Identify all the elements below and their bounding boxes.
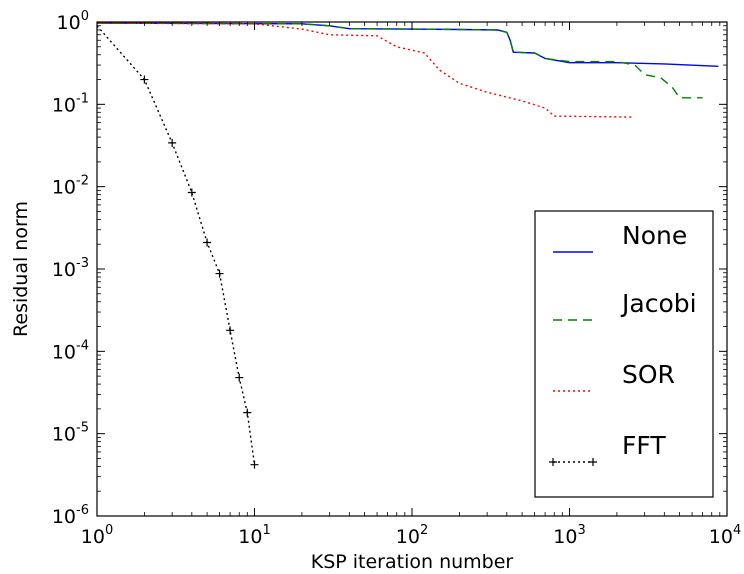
legend-label: Jacobi <box>620 289 697 318</box>
y-tick-label: 10-6 <box>52 503 89 528</box>
x-tick-label: 102 <box>396 523 428 548</box>
data-point-fft <box>226 326 235 335</box>
tick-labels-layer: 100 101 102 103 104 100 10-1 10-2 10-3 10-4 10-5 10… <box>52 9 741 548</box>
legend-entry-fft: FFT <box>549 431 666 466</box>
data-point-fft <box>215 269 224 278</box>
legend-frame <box>534 210 714 498</box>
y-axis-title: Residual norm <box>10 201 32 337</box>
x-axis-title: KSP iteration number <box>311 551 514 573</box>
data-point-fft <box>235 373 244 382</box>
legend-entries: None Jacobi SOR FFT <box>549 221 697 466</box>
data-point-fft <box>250 460 259 469</box>
y-tick-label: 10-2 <box>52 174 89 199</box>
data-point-fft <box>140 75 149 84</box>
y-tick-label: 10-5 <box>52 421 89 446</box>
x-tick-label: 103 <box>553 523 585 548</box>
x-tick-label: 104 <box>709 523 741 548</box>
data-point-fft <box>187 188 196 197</box>
data-point-fft <box>243 408 252 417</box>
legend-label: None <box>622 221 687 250</box>
y-tick-label: 10-1 <box>52 91 89 116</box>
legend-entry-jacobi: Jacobi <box>553 289 697 321</box>
ticks-layer <box>96 21 728 517</box>
legend-entry-sor: SOR <box>553 360 675 392</box>
legend-marker <box>549 458 557 466</box>
plot-frame <box>96 21 728 517</box>
legend-label: FFT <box>622 431 666 460</box>
legend: None Jacobi SOR FFT <box>534 210 714 498</box>
y-tick-label: 100 <box>57 9 89 34</box>
series-layer <box>96 22 719 469</box>
x-tick-label: 100 <box>81 523 113 548</box>
series-line-jacobi <box>96 22 703 99</box>
y-tick-label: 10-3 <box>52 256 89 281</box>
legend-label: SOR <box>622 360 675 389</box>
y-tick-label: 10-4 <box>52 338 89 363</box>
series-line-fft <box>96 25 256 465</box>
x-tick-label: 101 <box>238 523 270 548</box>
data-point-fft <box>168 138 177 147</box>
legend-marker <box>589 458 597 466</box>
data-point-fft <box>203 238 212 247</box>
legend-entry-none: None <box>553 221 687 253</box>
